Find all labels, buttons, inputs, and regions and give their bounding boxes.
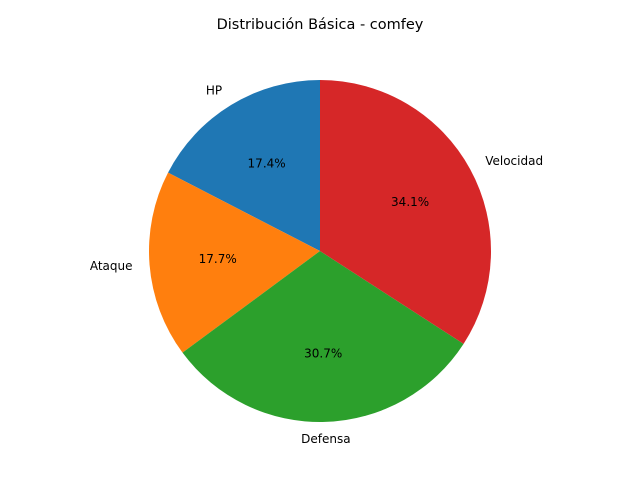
slice-percent-velocidad: 34.1% <box>391 195 429 209</box>
slice-percent-defensa: 30.7% <box>304 347 342 361</box>
slice-percent-hp: 17.4% <box>248 156 286 170</box>
pie-slices <box>149 80 491 422</box>
slice-percent-ataque: 17.7% <box>199 252 237 266</box>
slice-label-velocidad: Velocidad <box>485 154 543 168</box>
slice-label-ataque: Ataque <box>90 259 133 273</box>
pie-labels: HP 17.4% Ataque 17.7% Defensa 30.7% Velocidad 3… <box>90 83 543 446</box>
pie-slice-ataque <box>149 172 320 353</box>
pie-slice-hp <box>168 80 320 251</box>
slice-label-defensa: Defensa <box>301 432 350 446</box>
pie-slice-defensa <box>182 251 464 422</box>
pie-slice-velocidad <box>320 80 491 344</box>
chart-title: Distribución Básica - comfey <box>217 17 424 33</box>
slice-label-hp: HP <box>206 83 222 97</box>
